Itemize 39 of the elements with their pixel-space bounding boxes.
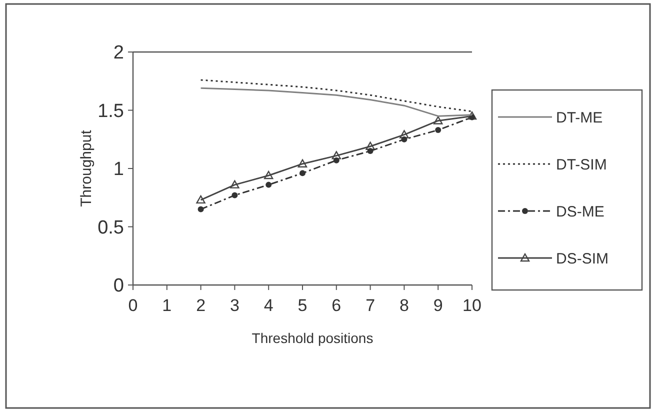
point [467, 111, 477, 120]
point [367, 148, 374, 154]
y-tick-label: 0 [113, 276, 124, 297]
x-tick-label: 8 [399, 296, 409, 315]
point [230, 180, 240, 188]
legend-label: DS-ME [556, 203, 604, 220]
x-tick-label: 3 [230, 296, 240, 315]
x-tick-label: 6 [332, 296, 342, 315]
x-axis-title: Threshold positions [252, 330, 374, 346]
point [266, 182, 272, 188]
x-tick-label: 2 [196, 296, 206, 315]
y-axis-title: Throughput [78, 129, 95, 207]
legend-label: DT-ME [556, 109, 603, 126]
x-tick-label: 5 [298, 296, 308, 315]
point [401, 136, 408, 142]
legend-label: DT-SIM [556, 156, 607, 174]
point [434, 116, 443, 124]
point [198, 206, 204, 212]
point [333, 157, 340, 164]
x-tick-label: 7 [366, 296, 376, 315]
point [232, 192, 238, 198]
point [400, 130, 409, 138]
x-tick-label: 0 [128, 296, 138, 315]
legend-label: DS-SIM [556, 250, 608, 268]
point [366, 142, 375, 150]
point [196, 195, 206, 204]
x-tick-label: 10 [462, 296, 482, 315]
x-tick-label: 4 [264, 296, 274, 315]
point [435, 127, 442, 134]
point [298, 159, 308, 168]
point [332, 151, 341, 160]
x-tick-label: 1 [162, 296, 172, 315]
y-tick-label: 2 [113, 42, 124, 64]
y-tick-label: 1.5 [98, 100, 124, 122]
point [300, 170, 306, 176]
x-tick-label: 9 [433, 296, 443, 315]
y-tick-label: 1 [113, 159, 124, 180]
y-tick-label: 0.5 [98, 217, 124, 238]
point [264, 170, 274, 180]
